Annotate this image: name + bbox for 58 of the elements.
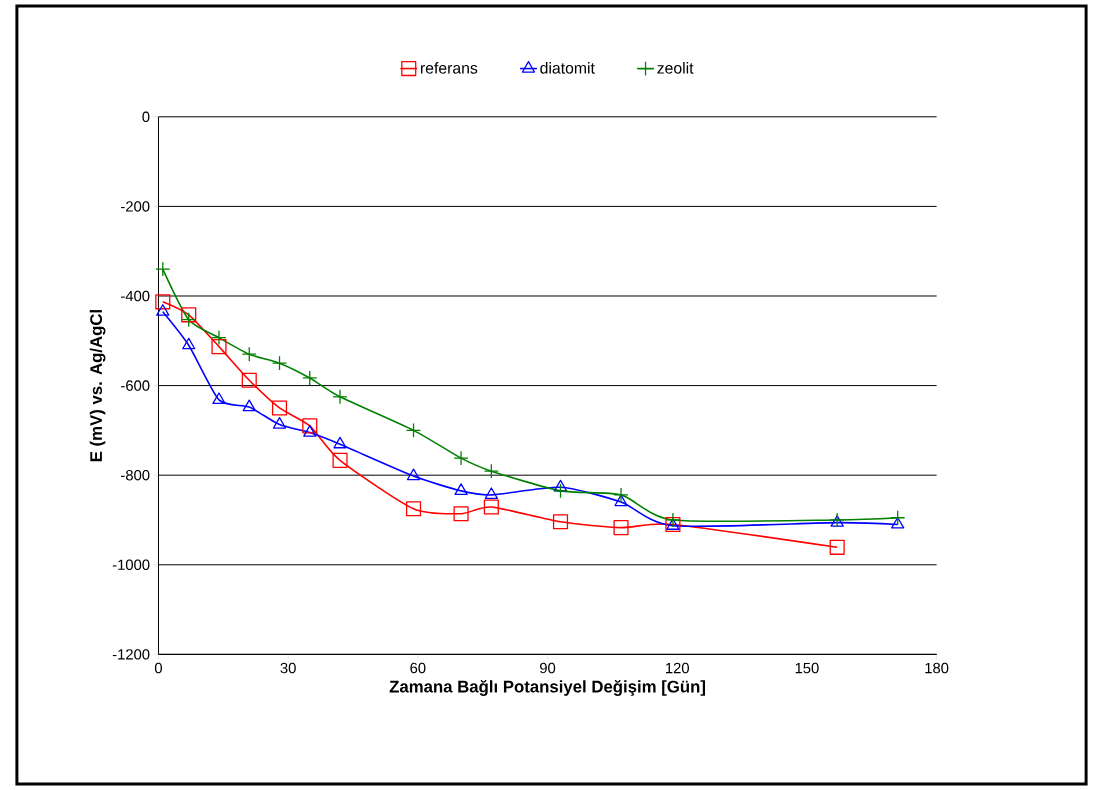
point bbox=[332, 452, 348, 468]
point bbox=[271, 355, 288, 371]
point bbox=[891, 516, 905, 529]
y-tick-label: -800 bbox=[121, 469, 150, 481]
x-tick-label: 150 bbox=[795, 662, 819, 674]
point bbox=[181, 307, 197, 323]
y-tick-label: -600 bbox=[121, 380, 150, 391]
x-tick-label: 0 bbox=[154, 662, 162, 674]
point bbox=[155, 294, 171, 310]
point bbox=[242, 399, 256, 412]
y-tick-label: -1000 bbox=[112, 559, 150, 571]
point bbox=[453, 450, 469, 466]
x-tick-label: 180 bbox=[925, 662, 949, 674]
point bbox=[272, 416, 287, 429]
point bbox=[182, 337, 196, 350]
y-axis-title: E (mV) vs. Ag/AgCl bbox=[89, 310, 106, 462]
point bbox=[302, 370, 318, 386]
x-tick-label: 30 bbox=[280, 662, 296, 674]
point bbox=[302, 418, 318, 434]
point bbox=[271, 400, 288, 416]
x-tick-label: 120 bbox=[666, 662, 689, 674]
point bbox=[453, 506, 469, 522]
legend-label: referans bbox=[420, 62, 478, 74]
y-tick-label: -200 bbox=[121, 201, 150, 212]
point bbox=[829, 539, 845, 555]
point bbox=[483, 463, 499, 479]
point bbox=[552, 514, 569, 530]
point bbox=[552, 483, 569, 499]
legend-label: zeolit bbox=[657, 62, 694, 74]
point bbox=[613, 487, 629, 503]
y-tick-label: -1200 bbox=[112, 649, 150, 660]
point bbox=[156, 304, 170, 316]
point bbox=[241, 346, 257, 362]
point bbox=[303, 425, 317, 437]
point bbox=[483, 499, 499, 515]
point bbox=[212, 392, 226, 405]
point bbox=[890, 510, 906, 526]
point bbox=[333, 436, 347, 449]
y-tick-label: -400 bbox=[121, 290, 150, 302]
point bbox=[405, 501, 422, 517]
point bbox=[405, 422, 422, 438]
point bbox=[241, 372, 257, 388]
point bbox=[155, 261, 171, 277]
x-tick-label: 90 bbox=[540, 662, 556, 674]
legend-label: diatomit bbox=[540, 62, 595, 74]
point bbox=[614, 494, 628, 507]
point bbox=[665, 512, 681, 528]
point bbox=[613, 520, 629, 536]
point bbox=[181, 312, 197, 328]
point bbox=[211, 339, 227, 355]
point bbox=[406, 468, 421, 481]
point bbox=[484, 487, 498, 499]
point bbox=[211, 330, 227, 346]
x-axis-title: Zamana Bağlı Potansiyel Değişim [Gün] bbox=[389, 680, 705, 696]
x-tick-label: 60 bbox=[410, 662, 426, 674]
point bbox=[332, 389, 348, 405]
point bbox=[454, 483, 468, 495]
y-tick-label: 0 bbox=[142, 111, 150, 123]
